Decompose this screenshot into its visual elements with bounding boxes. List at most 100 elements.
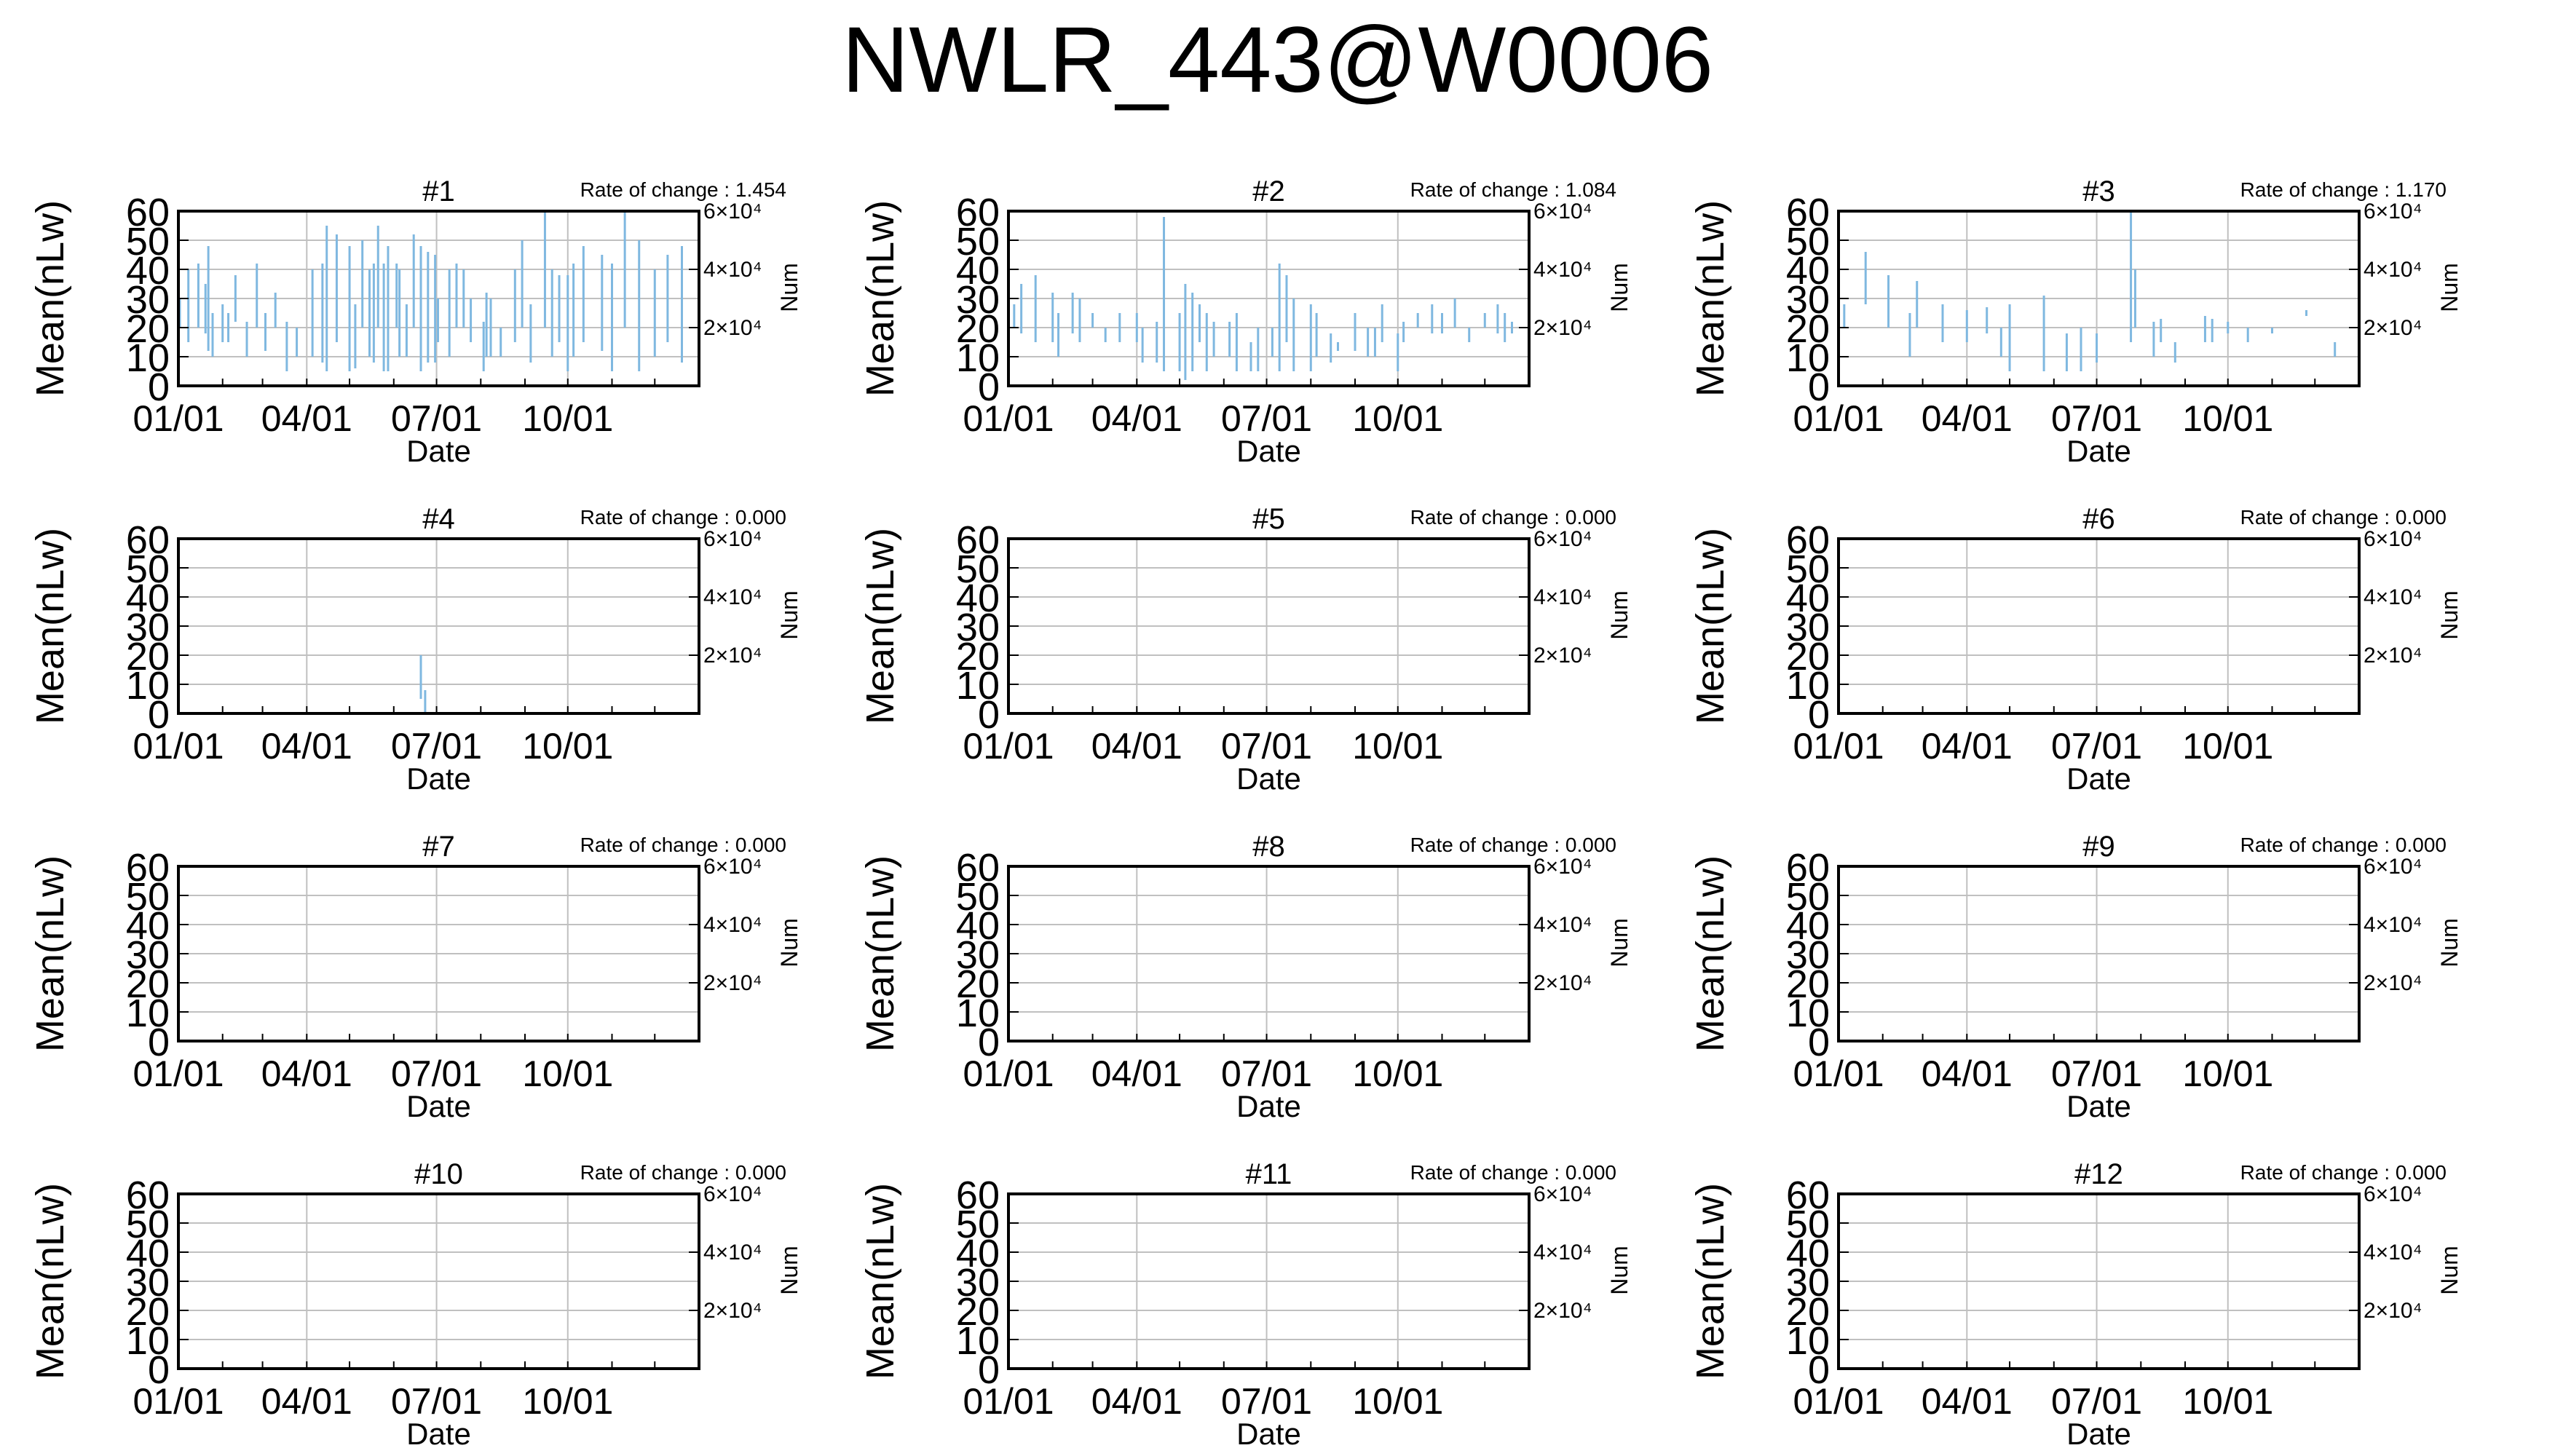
y2-tick-label: 6×10⁴ bbox=[1533, 855, 1592, 879]
x-axis-label: Date bbox=[1236, 1089, 1301, 1123]
y-tick-label: 0 bbox=[1808, 1021, 1830, 1064]
y2-axis-label: Num bbox=[776, 1246, 802, 1295]
x-tick-label: 01/01 bbox=[963, 1381, 1054, 1422]
x-tick-label: 01/01 bbox=[963, 1053, 1054, 1094]
y-tick-label: 60 bbox=[956, 191, 1000, 234]
x-axis-label: Date bbox=[406, 1417, 471, 1451]
x-axis-label: Date bbox=[2066, 761, 2131, 796]
y-tick-label: 40 bbox=[126, 904, 170, 948]
y2-tick-label: 6×10⁴ bbox=[1533, 1182, 1592, 1206]
y-tick-label: 10 bbox=[956, 1319, 1000, 1363]
y-tick-label: 10 bbox=[1786, 664, 1830, 708]
y-tick-label: 20 bbox=[956, 635, 1000, 678]
x-axis-label: Date bbox=[1236, 761, 1301, 796]
x-tick-label: 04/01 bbox=[261, 1053, 352, 1094]
y-tick-label: 60 bbox=[1786, 1174, 1830, 1217]
y-tick-label: 50 bbox=[126, 1203, 170, 1246]
x-axis-label: Date bbox=[406, 1089, 471, 1123]
y-tick-label: 0 bbox=[148, 1021, 170, 1064]
panel-title: #3 bbox=[2082, 175, 2115, 207]
x-tick-label: 07/01 bbox=[2051, 1381, 2142, 1422]
y2-tick-label: 6×10⁴ bbox=[1533, 199, 1592, 223]
rate-of-change-label: Rate of change : 0.000 bbox=[580, 506, 786, 529]
x-tick-label: 10/01 bbox=[522, 726, 613, 767]
y2-tick-label: 2×10⁴ bbox=[703, 644, 762, 668]
y2-tick-label: 2×10⁴ bbox=[1533, 644, 1592, 668]
rate-of-change-label: Rate of change : 0.000 bbox=[2240, 1161, 2447, 1184]
y-tick-label: 0 bbox=[1808, 693, 1830, 737]
y-axis-label: Mean(nLw) bbox=[1689, 528, 1732, 724]
x-tick-label: 10/01 bbox=[1352, 1381, 1443, 1422]
x-tick-label: 04/01 bbox=[1091, 398, 1182, 439]
y-tick-label: 0 bbox=[1808, 1348, 1830, 1392]
x-tick-label: 07/01 bbox=[2051, 1053, 2142, 1094]
y-axis-label: Mean(nLw) bbox=[858, 1183, 902, 1380]
y-tick-label: 50 bbox=[126, 547, 170, 591]
panel-title: #11 bbox=[1246, 1158, 1292, 1190]
x-tick-label: 04/01 bbox=[1922, 398, 2013, 439]
y2-axis-label: Num bbox=[1606, 1246, 1632, 1295]
rate-of-change-label: Rate of change : 1.170 bbox=[2240, 178, 2447, 201]
y-tick-label: 10 bbox=[956, 992, 1000, 1035]
y-tick-label: 60 bbox=[126, 846, 170, 890]
y-tick-label: 30 bbox=[126, 606, 170, 649]
y2-axis-label: Num bbox=[2436, 918, 2463, 968]
y2-tick-label: 2×10⁴ bbox=[703, 316, 762, 340]
y2-tick-label: 2×10⁴ bbox=[1533, 1299, 1592, 1323]
rate-of-change-label: Rate of change : 1.084 bbox=[1410, 178, 1616, 201]
x-axis-label: Date bbox=[406, 434, 471, 468]
rate-of-change-label: Rate of change : 0.000 bbox=[2240, 506, 2447, 529]
y2-tick-label: 4×10⁴ bbox=[2364, 258, 2422, 282]
x-tick-label: 01/01 bbox=[133, 1381, 224, 1422]
x-tick-label: 01/01 bbox=[963, 398, 1054, 439]
y-axis-label: Mean(nLw) bbox=[858, 528, 902, 724]
y-tick-label: 50 bbox=[956, 220, 1000, 264]
y-tick-label: 20 bbox=[1786, 1290, 1830, 1334]
y-tick-label: 20 bbox=[956, 307, 1000, 351]
y-tick-label: 10 bbox=[956, 336, 1000, 380]
y-tick-label: 50 bbox=[1786, 875, 1830, 919]
y-tick-label: 30 bbox=[956, 606, 1000, 649]
y2-tick-label: 2×10⁴ bbox=[2364, 971, 2422, 995]
y-tick-label: 40 bbox=[1786, 249, 1830, 293]
rate-of-change-label: Rate of change : 0.000 bbox=[2240, 834, 2447, 856]
x-tick-label: 10/01 bbox=[2182, 398, 2273, 439]
x-tick-label: 01/01 bbox=[1793, 1381, 1884, 1422]
y2-tick-label: 6×10⁴ bbox=[1533, 527, 1592, 551]
y-tick-label: 40 bbox=[1786, 1232, 1830, 1275]
y2-tick-label: 2×10⁴ bbox=[703, 1299, 762, 1323]
x-tick-label: 07/01 bbox=[1221, 398, 1312, 439]
y-tick-label: 40 bbox=[956, 577, 1000, 620]
y-tick-label: 10 bbox=[126, 1319, 170, 1363]
x-axis-label: Date bbox=[2066, 1089, 2131, 1123]
y-tick-label: 30 bbox=[126, 278, 170, 322]
y-tick-label: 0 bbox=[978, 693, 1000, 737]
y2-tick-label: 6×10⁴ bbox=[2364, 1182, 2422, 1206]
y2-tick-label: 6×10⁴ bbox=[703, 855, 762, 879]
y-tick-label: 60 bbox=[1786, 518, 1830, 562]
y-axis-label: Mean(nLw) bbox=[28, 528, 72, 724]
y-tick-label: 50 bbox=[956, 1203, 1000, 1246]
x-axis-label: Date bbox=[1236, 434, 1301, 468]
y2-tick-label: 2×10⁴ bbox=[2364, 1299, 2422, 1323]
y2-tick-label: 4×10⁴ bbox=[2364, 913, 2422, 937]
rate-of-change-label: Rate of change : 0.000 bbox=[1410, 1161, 1616, 1184]
y-axis-label: Mean(nLw) bbox=[858, 200, 902, 397]
panel-title: #9 bbox=[2082, 831, 2115, 863]
y2-tick-label: 2×10⁴ bbox=[1533, 316, 1592, 340]
x-tick-label: 04/01 bbox=[261, 1381, 352, 1422]
y-tick-label: 60 bbox=[1786, 191, 1830, 234]
y-tick-label: 20 bbox=[126, 307, 170, 351]
panel-title: #1 bbox=[422, 175, 455, 207]
x-axis-label: Date bbox=[2066, 1417, 2131, 1451]
y-axis-label: Mean(nLw) bbox=[28, 1183, 72, 1380]
x-tick-label: 04/01 bbox=[261, 726, 352, 767]
y2-tick-label: 4×10⁴ bbox=[1533, 913, 1592, 937]
y-tick-label: 10 bbox=[1786, 336, 1830, 380]
y2-axis-label: Num bbox=[1606, 263, 1632, 312]
y-tick-label: 30 bbox=[956, 1261, 1000, 1305]
y-tick-label: 40 bbox=[126, 577, 170, 620]
x-tick-label: 10/01 bbox=[522, 1053, 613, 1094]
